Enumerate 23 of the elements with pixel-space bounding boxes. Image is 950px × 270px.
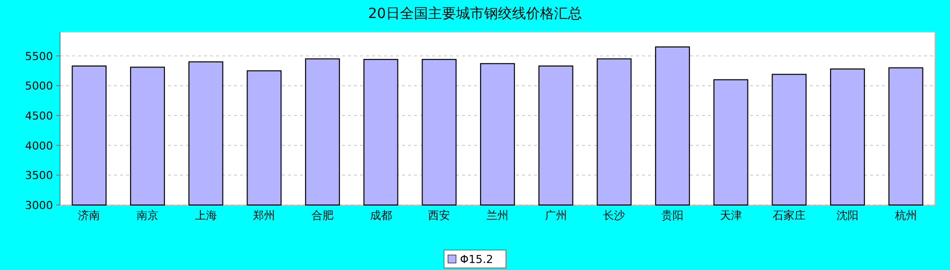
- chart-title: 20日全国主要城市钢绞线价格汇总: [368, 6, 582, 22]
- x-tick-label: 成都: [370, 209, 392, 222]
- x-tick-label: 合肥: [312, 209, 334, 222]
- x-tick-label: 天津: [720, 209, 742, 222]
- x-tick-label: 贵阳: [662, 209, 684, 222]
- y-tick-label: 3500: [25, 169, 53, 182]
- x-tick-label: 郑州: [253, 209, 276, 222]
- y-tick-label: 3000: [25, 199, 53, 212]
- x-tick-label: 西安: [428, 209, 450, 222]
- x-tick-label: 石家庄: [772, 209, 806, 222]
- x-tick-label: 南京: [136, 209, 158, 222]
- legend-label: Φ15.2: [460, 253, 494, 266]
- y-tick-label: 5000: [25, 80, 53, 93]
- x-tick-label: 上海: [194, 209, 217, 222]
- x-tick-label: 沈阳: [836, 209, 858, 222]
- x-tick-label: 兰州: [486, 209, 508, 222]
- x-tick-label: 杭州: [894, 209, 917, 222]
- y-tick-label: 4500: [25, 110, 53, 123]
- y-tick-label: 5500: [25, 50, 53, 63]
- x-tick-label: 广州: [544, 209, 567, 222]
- y-tick-label: 4000: [25, 139, 53, 152]
- x-tick-label: 长沙: [603, 209, 626, 222]
- x-tick-label: 济南: [78, 209, 100, 222]
